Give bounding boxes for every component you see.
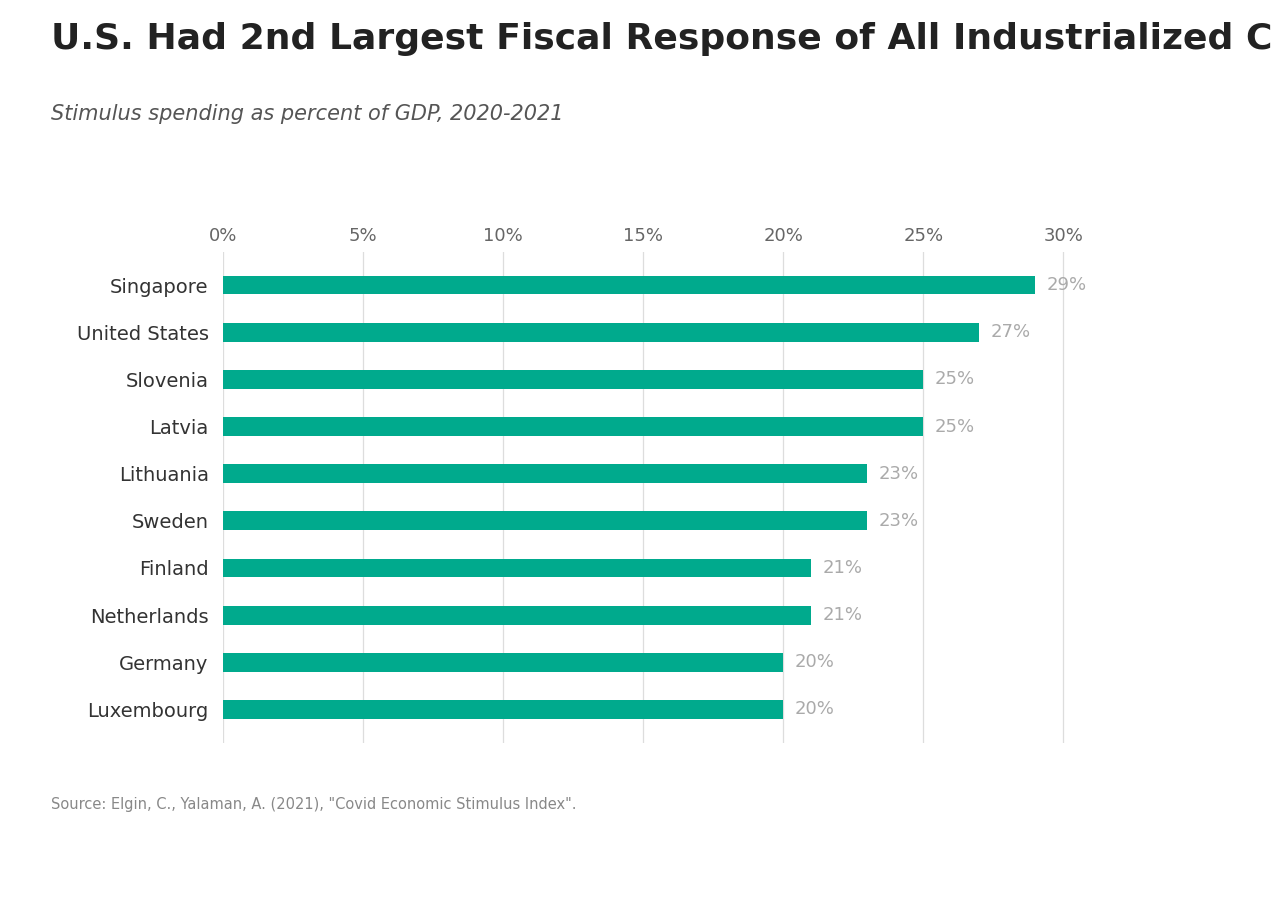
Bar xyxy=(223,511,868,530)
Text: 23%: 23% xyxy=(879,464,918,482)
Bar xyxy=(223,606,812,625)
Text: @TaxFoundation: @TaxFoundation xyxy=(1089,860,1249,879)
Text: TAX FOUNDATION: TAX FOUNDATION xyxy=(23,858,258,881)
Text: Source: Elgin, C., Yalaman, A. (2021), "Covid Economic Stimulus Index".: Source: Elgin, C., Yalaman, A. (2021), "… xyxy=(51,796,576,812)
Text: 20%: 20% xyxy=(794,653,834,671)
Bar xyxy=(223,370,923,389)
Text: 20%: 20% xyxy=(794,700,834,718)
Text: 29%: 29% xyxy=(1047,276,1086,294)
Text: 23%: 23% xyxy=(879,512,918,530)
Bar xyxy=(223,464,868,483)
Bar xyxy=(223,417,923,436)
Bar xyxy=(223,700,784,719)
Text: U.S. Had 2nd Largest Fiscal Response of All Industrialized Countries: U.S. Had 2nd Largest Fiscal Response of … xyxy=(51,22,1272,57)
Text: Stimulus spending as percent of GDP, 2020-2021: Stimulus spending as percent of GDP, 202… xyxy=(51,104,563,123)
Text: 21%: 21% xyxy=(822,607,862,625)
Text: 25%: 25% xyxy=(935,370,974,388)
Bar xyxy=(223,323,979,342)
Bar xyxy=(223,275,1035,294)
Bar xyxy=(223,652,784,671)
Text: 25%: 25% xyxy=(935,418,974,436)
Bar xyxy=(223,559,812,578)
Text: 27%: 27% xyxy=(991,323,1030,341)
Text: 21%: 21% xyxy=(822,559,862,577)
